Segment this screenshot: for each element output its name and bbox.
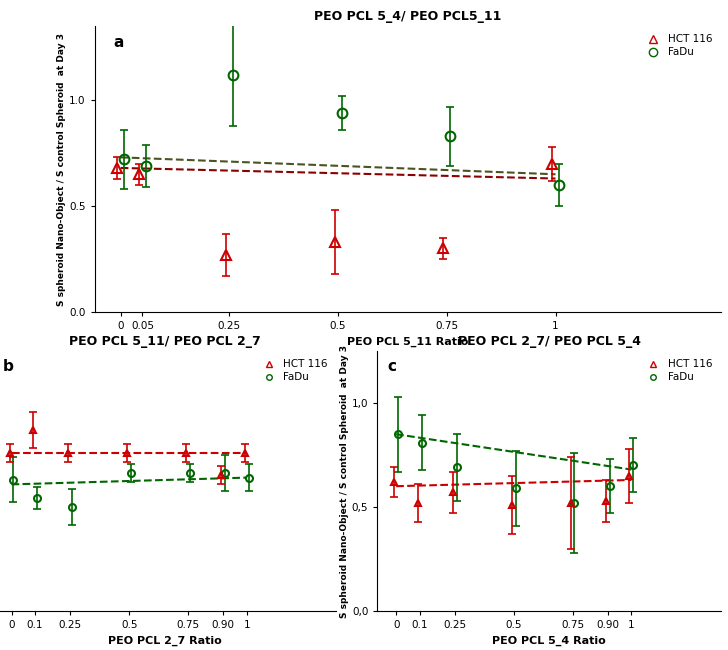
Legend: HCT 116, FaDu: HCT 116, FaDu <box>640 31 716 60</box>
Title: PEO PCL 5_11/ PEO PCL 2_7: PEO PCL 5_11/ PEO PCL 2_7 <box>68 335 261 348</box>
Text: a: a <box>114 34 124 49</box>
X-axis label: PEO PCL 2_7 Ratio: PEO PCL 2_7 Ratio <box>108 636 221 646</box>
Legend: HCT 116, FaDu: HCT 116, FaDu <box>640 356 716 385</box>
Title: PEO PCL 5_4/ PEO PCL5_11: PEO PCL 5_4/ PEO PCL5_11 <box>314 10 502 23</box>
Y-axis label: S spheroid Nano-Object / S control Spheroid  at Day 3: S spheroid Nano-Object / S control Spher… <box>58 32 66 306</box>
X-axis label: PEO PCL 5_4 Ratio: PEO PCL 5_4 Ratio <box>492 636 606 646</box>
Y-axis label: S spheroid Nano-Object / S control Spheroid  at Day 3: S spheroid Nano-Object / S control Spher… <box>340 344 349 618</box>
Text: b: b <box>3 359 14 374</box>
Text: c: c <box>387 359 397 374</box>
Title: PEO PCL 2_7/ PEO PCL 5_4: PEO PCL 2_7/ PEO PCL 5_4 <box>457 335 641 348</box>
X-axis label: PEO PCL 5_11 Ratio: PEO PCL 5_11 Ratio <box>347 337 468 347</box>
Legend: HCT 116, FaDu: HCT 116, FaDu <box>255 356 331 385</box>
